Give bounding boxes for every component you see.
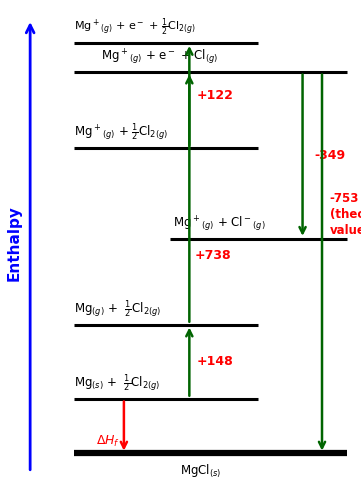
Text: $\Delta H_f$: $\Delta H_f$ <box>96 433 120 449</box>
Text: +738: +738 <box>195 249 231 262</box>
Text: Mg$^+$$_{(g)}$ + e$^-$ + Cl$_{(g)}$: Mg$^+$$_{(g)}$ + e$^-$ + Cl$_{(g)}$ <box>101 48 218 67</box>
Text: +148: +148 <box>196 355 233 368</box>
Text: Mg$_{(g)}$ +  $\frac{1}{2}$Cl$_{2(g)}$: Mg$_{(g)}$ + $\frac{1}{2}$Cl$_{2(g)}$ <box>74 298 162 320</box>
Text: Mg$^+$$_{(g)}$ + Cl$^-$$_{(g)}$: Mg$^+$$_{(g)}$ + Cl$^-$$_{(g)}$ <box>173 215 266 234</box>
Text: -349: -349 <box>314 149 345 162</box>
Text: Mg$^+$$_{(g)}$ + $\frac{1}{2}$Cl$_{2(g)}$: Mg$^+$$_{(g)}$ + $\frac{1}{2}$Cl$_{2(g)}… <box>74 122 169 143</box>
Text: Mg$^+$$_{(g)}$ + e$^-$ + $\frac{1}{2}$Cl$_{2(g)}$: Mg$^+$$_{(g)}$ + e$^-$ + $\frac{1}{2}$Cl… <box>74 17 197 38</box>
Text: MgCl$_{(s)}$: MgCl$_{(s)}$ <box>180 463 222 480</box>
Text: Enthalpy: Enthalpy <box>7 206 22 281</box>
Text: Mg$_{(s)}$ +  $\frac{1}{2}$Cl$_{2(g)}$: Mg$_{(s)}$ + $\frac{1}{2}$Cl$_{2(g)}$ <box>74 372 161 394</box>
Text: +122: +122 <box>196 89 233 102</box>
Text: -753
(theoretical
value): -753 (theoretical value) <box>330 192 361 237</box>
